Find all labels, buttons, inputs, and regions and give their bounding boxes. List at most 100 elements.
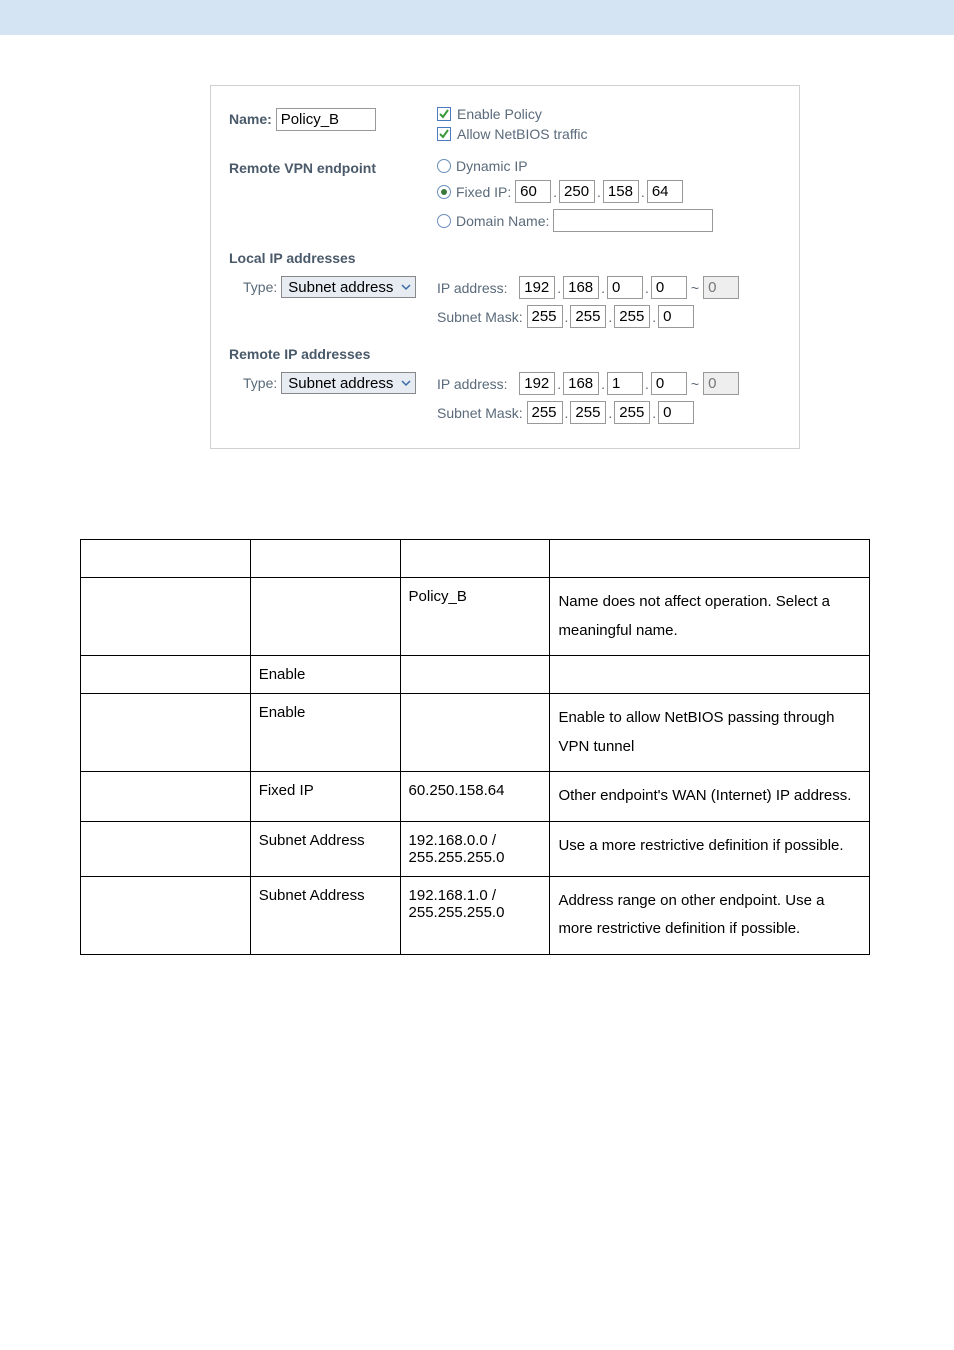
enable-policy-label: Enable Policy <box>457 106 542 122</box>
table-header-cell <box>81 540 251 578</box>
table-cell: Policy_B <box>400 578 550 656</box>
remote-subnet-mask-line: Subnet Mask: . . . <box>437 401 781 424</box>
local-type-select[interactable]: Subnet address <box>281 276 416 298</box>
remote-ip-octet-2[interactable] <box>563 372 599 395</box>
chevron-down-icon <box>401 378 411 388</box>
radio-dot-icon <box>441 189 447 195</box>
local-ip-address-line: IP address: . . . ~ <box>437 276 781 299</box>
dot-sep: . <box>553 184 557 200</box>
fixed-ip-octet-1[interactable] <box>515 180 551 203</box>
local-ip-octet-2[interactable] <box>563 276 599 299</box>
radio-unchecked-icon <box>437 159 451 173</box>
name-field-group: Name: <box>229 106 437 131</box>
domain-name-input[interactable] <box>553 209 713 232</box>
subnet-mask-label: Subnet Mask: <box>437 309 523 325</box>
local-mask-octet-4[interactable] <box>658 305 694 328</box>
table-cell: 192.168.1.0 / 255.255.255.0 <box>400 876 550 954</box>
local-mask-octet-1[interactable] <box>527 305 563 328</box>
table-cell: Address range on other endpoint. Use a m… <box>550 876 870 954</box>
table-cell <box>81 578 251 656</box>
table-row: Subnet Address 192.168.1.0 / 255.255.255… <box>81 876 870 954</box>
remote-type-label: Type: <box>243 372 277 391</box>
subnet-mask-label: Subnet Mask: <box>437 405 523 421</box>
flags-col: Enable Policy Allow NetBIOS traffic <box>437 106 781 146</box>
remote-ip-octet-1[interactable] <box>519 372 555 395</box>
table-cell: Other endpoint's WAN (Internet) IP addre… <box>550 772 870 822</box>
dot-sep: . <box>608 309 612 325</box>
dot-sep: . <box>652 309 656 325</box>
table-cell <box>81 772 251 822</box>
dot-sep: . <box>565 405 569 421</box>
local-ip-octet-3[interactable] <box>607 276 643 299</box>
table-cell <box>81 694 251 772</box>
remote-ip-octet-3[interactable] <box>607 372 643 395</box>
remote-type-value: Subnet address <box>288 375 393 392</box>
radio-checked-icon <box>437 185 451 199</box>
local-mask-octet-3[interactable] <box>614 305 650 328</box>
dot-sep: . <box>557 280 561 296</box>
table-row: Enable Enable to allow NetBIOS passing t… <box>81 694 870 772</box>
remote-vpn-fields: Dynamic IP Fixed IP: . . . Domain Name: <box>437 158 781 238</box>
local-type-value: Subnet address <box>288 279 393 296</box>
remote-ip-octet-4[interactable] <box>651 372 687 395</box>
table-cell <box>250 578 400 656</box>
dynamic-ip-label: Dynamic IP <box>456 158 528 174</box>
remote-mask-octet-4[interactable] <box>658 401 694 424</box>
ip-address-label: IP address: <box>437 376 508 392</box>
fixed-ip-radio[interactable]: Fixed IP: . . . <box>437 180 781 203</box>
enable-policy-checkbox[interactable]: Enable Policy <box>437 106 781 122</box>
table-cell: Subnet Address <box>250 821 400 876</box>
page-content: Name: Enable Policy Allow NetBIOS traffi… <box>0 35 954 1005</box>
dot-sep: . <box>557 376 561 392</box>
remote-ip-range-end <box>703 372 739 395</box>
allow-netbios-checkbox[interactable]: Allow NetBIOS traffic <box>437 126 781 142</box>
dot-sep: . <box>645 376 649 392</box>
fixed-ip-label: Fixed IP: <box>456 184 511 200</box>
table-cell: Enable to allow NetBIOS passing through … <box>550 694 870 772</box>
name-input[interactable] <box>276 108 376 131</box>
dot-sep: . <box>608 405 612 421</box>
dot-sep: . <box>601 280 605 296</box>
table-header-cell <box>250 540 400 578</box>
name-label: Name: <box>229 111 272 127</box>
table-row: Policy_B Name does not affect operation.… <box>81 578 870 656</box>
local-type-row: Type: Subnet address IP address: . . . <box>229 276 781 334</box>
table-cell <box>81 876 251 954</box>
local-ip-octet-1[interactable] <box>519 276 555 299</box>
table-cell: Use a more restrictive definition if pos… <box>550 821 870 876</box>
table-cell: Fixed IP <box>250 772 400 822</box>
checkbox-checked-icon <box>437 127 451 141</box>
remote-mask-octet-2[interactable] <box>570 401 606 424</box>
local-subnet-mask-line: Subnet Mask: . . . <box>437 305 781 328</box>
domain-name-radio[interactable]: Domain Name: <box>437 209 781 232</box>
fixed-ip-octet-2[interactable] <box>559 180 595 203</box>
table-cell: Subnet Address <box>250 876 400 954</box>
table-cell: Enable <box>250 694 400 772</box>
local-ip-octet-4[interactable] <box>651 276 687 299</box>
table-cell: 60.250.158.64 <box>400 772 550 822</box>
tilde-sep: ~ <box>691 376 699 392</box>
remote-ip-address-line: IP address: . . . ~ <box>437 372 781 395</box>
tilde-sep: ~ <box>691 280 699 296</box>
remote-type-row: Type: Subnet address IP address: . . . <box>229 372 781 430</box>
table-header-row <box>81 540 870 578</box>
local-ip-range-end <box>703 276 739 299</box>
radio-unchecked-icon <box>437 214 451 228</box>
table-header-cell <box>550 540 870 578</box>
table-cell <box>400 694 550 772</box>
dynamic-ip-radio[interactable]: Dynamic IP <box>437 158 781 174</box>
fixed-ip-octet-4[interactable] <box>647 180 683 203</box>
table-row: Enable <box>81 656 870 694</box>
remote-mask-octet-3[interactable] <box>614 401 650 424</box>
table-header-cell <box>400 540 550 578</box>
dot-sep: . <box>641 184 645 200</box>
remote-vpn-row: Remote VPN endpoint Dynamic IP Fixed IP:… <box>229 158 781 238</box>
dot-sep: . <box>645 280 649 296</box>
remote-mask-octet-1[interactable] <box>527 401 563 424</box>
local-mask-octet-2[interactable] <box>570 305 606 328</box>
dot-sep: . <box>652 405 656 421</box>
fixed-ip-octet-3[interactable] <box>603 180 639 203</box>
table-cell: 192.168.0.0 / 255.255.255.0 <box>400 821 550 876</box>
checkbox-checked-icon <box>437 107 451 121</box>
remote-type-select[interactable]: Subnet address <box>281 372 416 394</box>
